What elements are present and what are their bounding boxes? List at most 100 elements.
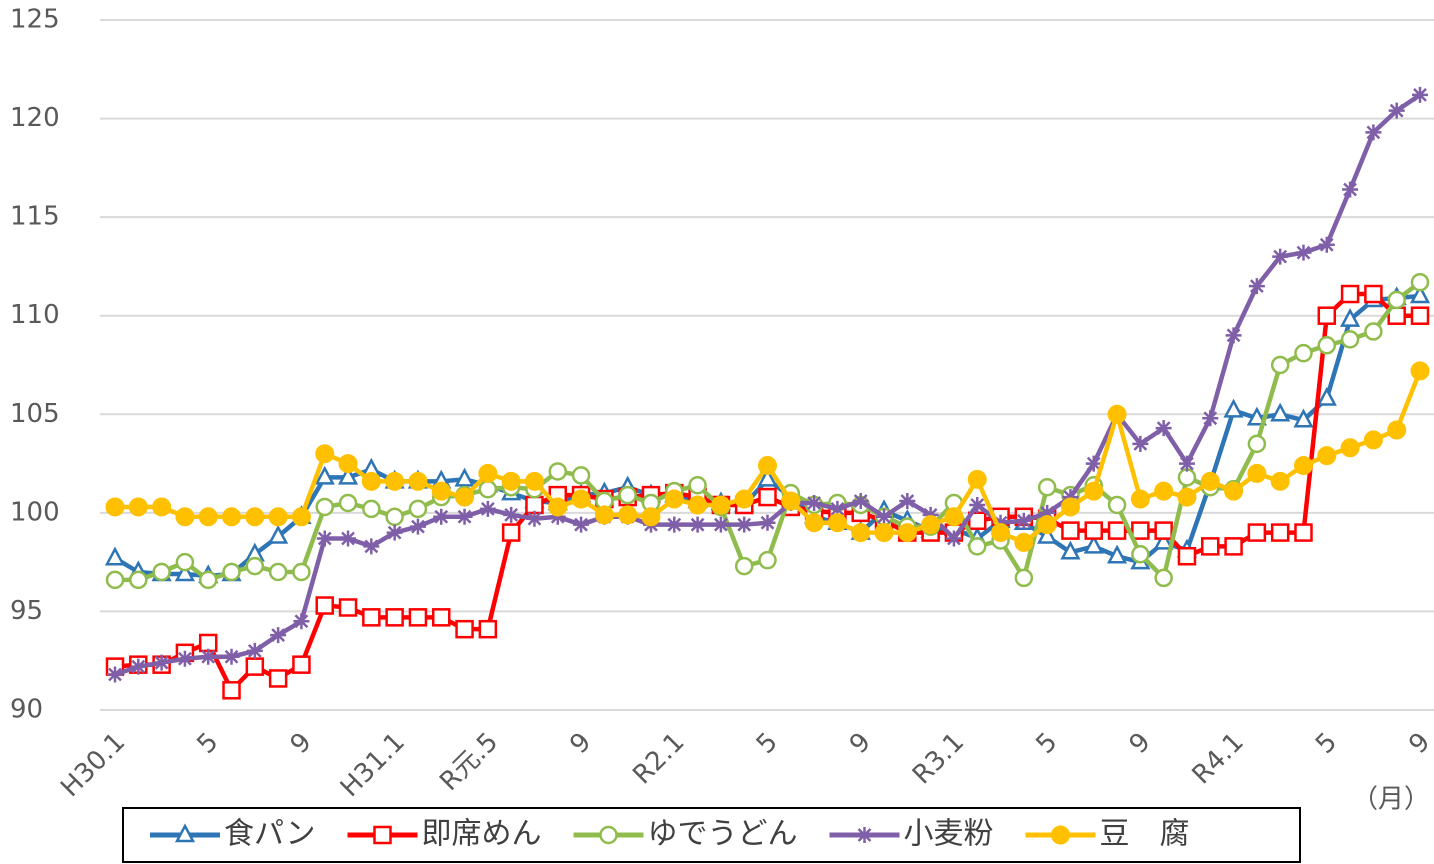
x-tick-label: H31.1 (335, 727, 411, 803)
x-tick-label: H30.1 (55, 727, 131, 803)
x-tick-label: R3.1 (907, 727, 970, 790)
marker (268, 507, 288, 527)
marker (223, 648, 240, 665)
marker (1061, 521, 1080, 540)
marker (1409, 284, 1431, 304)
marker (107, 666, 123, 683)
marker (385, 507, 404, 527)
marker (1085, 455, 1102, 472)
marker (1037, 515, 1057, 535)
marker (338, 598, 358, 617)
legend-marker (599, 825, 618, 845)
marker (618, 485, 637, 505)
marker (1223, 398, 1244, 418)
marker (689, 516, 706, 533)
marker (1132, 435, 1149, 452)
marker (921, 515, 941, 535)
marker (1270, 355, 1290, 375)
marker (757, 467, 778, 487)
marker (316, 530, 333, 547)
marker (1410, 361, 1430, 381)
y-tick-label: 115 (10, 202, 60, 232)
marker (1294, 343, 1313, 363)
marker (337, 465, 359, 485)
marker (1224, 537, 1243, 556)
marker (1317, 306, 1337, 325)
marker (270, 627, 287, 644)
marker (314, 465, 335, 485)
x-tick-label: R2.1 (627, 727, 690, 790)
marker (1317, 446, 1337, 466)
marker (944, 507, 964, 527)
marker (175, 507, 195, 527)
marker (105, 497, 125, 517)
marker (1272, 248, 1289, 265)
x-tick-label: R元.5 (434, 727, 504, 797)
marker (1225, 327, 1242, 344)
marker (1295, 244, 1312, 261)
marker (455, 487, 475, 507)
marker (618, 505, 638, 525)
marker (852, 493, 869, 510)
x-tick-label: 5 (751, 727, 784, 760)
marker (176, 650, 193, 667)
x-unit-label: （月） (1352, 785, 1430, 815)
x-tick-label: 9 (1403, 727, 1434, 760)
marker (1177, 546, 1197, 566)
marker (130, 658, 147, 675)
marker (431, 481, 451, 501)
marker (1412, 86, 1428, 103)
marker (1107, 521, 1127, 540)
marker (734, 489, 754, 509)
marker (198, 507, 218, 527)
marker (524, 471, 544, 491)
legend-label: 食パン (224, 817, 316, 852)
marker (408, 471, 428, 491)
marker (1365, 124, 1382, 141)
marker (1037, 524, 1058, 544)
y-tick-label: 105 (10, 399, 60, 429)
legend-label: 小麦粉 (904, 817, 994, 852)
y-tick-label: 120 (10, 103, 60, 133)
marker (573, 516, 590, 533)
marker (1037, 477, 1057, 497)
marker (876, 508, 893, 525)
marker (736, 516, 753, 533)
marker (433, 508, 450, 525)
marker (758, 456, 777, 476)
marker (408, 499, 428, 519)
marker (409, 518, 426, 535)
marker (945, 530, 962, 547)
marker (175, 552, 195, 572)
marker (246, 642, 263, 659)
marker (829, 500, 846, 517)
marker (222, 562, 241, 582)
legend-marker (373, 825, 392, 845)
x-tick-label: 9 (844, 727, 877, 760)
marker (734, 556, 754, 576)
marker (1153, 530, 1174, 550)
marker (200, 648, 217, 665)
marker (1083, 534, 1104, 554)
marker (1340, 308, 1361, 327)
x-tick-label: 5 (1030, 727, 1063, 760)
marker (362, 499, 381, 519)
marker (245, 657, 265, 676)
marker (1246, 406, 1267, 426)
marker (899, 493, 916, 510)
marker (222, 507, 242, 527)
marker (1154, 481, 1174, 501)
marker (1316, 386, 1337, 406)
marker (1107, 495, 1127, 515)
marker (174, 562, 195, 582)
legend-label: ゆでうどん (648, 817, 798, 852)
marker (1106, 544, 1128, 564)
series-line (115, 280, 1422, 583)
marker (1224, 481, 1244, 501)
marker (432, 608, 451, 627)
marker (1270, 471, 1290, 491)
marker (548, 497, 568, 517)
marker (153, 654, 170, 671)
marker (969, 496, 986, 513)
x-tick-label: 5 (192, 727, 225, 760)
